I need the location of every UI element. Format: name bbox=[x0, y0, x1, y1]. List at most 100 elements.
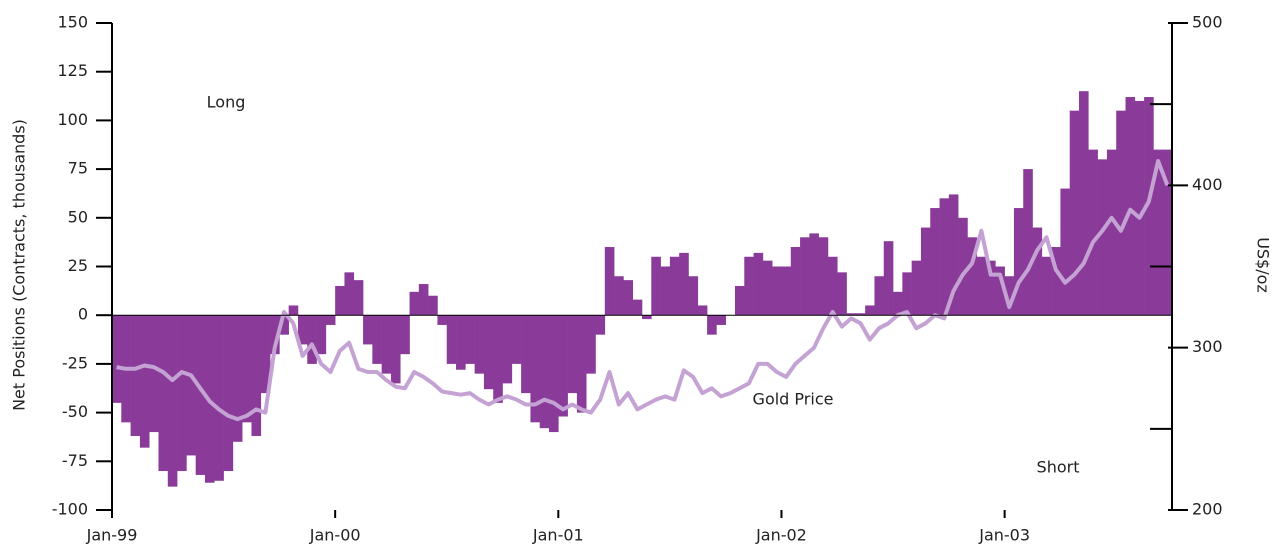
bar bbox=[642, 315, 652, 320]
bar bbox=[1125, 97, 1136, 316]
y2-tick-label: 500 bbox=[1192, 13, 1223, 32]
bar bbox=[930, 208, 940, 316]
bar bbox=[363, 315, 373, 345]
bar bbox=[1144, 97, 1154, 316]
y2-axis-label: US$/oz bbox=[1254, 237, 1273, 293]
bar bbox=[995, 266, 1005, 316]
bar bbox=[1004, 276, 1015, 316]
bar bbox=[790, 247, 801, 316]
bar bbox=[762, 260, 773, 316]
bar bbox=[837, 272, 847, 316]
bar bbox=[744, 256, 754, 316]
bar bbox=[400, 315, 410, 355]
bar bbox=[409, 291, 420, 316]
y-tick-label: -25 bbox=[62, 353, 88, 372]
bar bbox=[186, 315, 196, 456]
bar bbox=[428, 295, 438, 316]
bar bbox=[130, 315, 141, 436]
bar bbox=[1079, 91, 1089, 316]
bar bbox=[939, 198, 950, 316]
bar bbox=[902, 272, 912, 316]
bar bbox=[967, 237, 978, 316]
bar bbox=[279, 315, 289, 335]
bar bbox=[679, 252, 689, 316]
bar bbox=[1106, 149, 1117, 316]
bar bbox=[288, 305, 299, 316]
bar bbox=[688, 276, 699, 316]
bar bbox=[604, 247, 615, 316]
bar bbox=[1041, 256, 1052, 316]
bar bbox=[521, 315, 531, 394]
y-tick-label: 25 bbox=[68, 256, 88, 275]
bar bbox=[549, 315, 559, 433]
bar bbox=[772, 266, 782, 316]
bar bbox=[483, 315, 494, 390]
y-axis-label: Net Positions (Contracts, thousands) bbox=[10, 119, 29, 411]
y-tick-label: -75 bbox=[62, 451, 88, 470]
bar bbox=[958, 217, 968, 316]
bar bbox=[372, 315, 382, 364]
bar bbox=[381, 315, 392, 374]
bar bbox=[558, 315, 568, 417]
bar bbox=[260, 315, 271, 394]
bar bbox=[1060, 188, 1071, 316]
bar bbox=[195, 315, 206, 475]
bar bbox=[781, 266, 792, 316]
annotation: Gold Price bbox=[753, 390, 834, 409]
y-tick-label: 100 bbox=[57, 110, 88, 129]
bar bbox=[149, 315, 159, 433]
bar bbox=[437, 315, 448, 325]
bar bbox=[948, 194, 959, 316]
bar bbox=[316, 315, 327, 355]
bar bbox=[474, 315, 485, 374]
bar bbox=[827, 256, 838, 316]
y-tick-label: 125 bbox=[57, 61, 88, 80]
x-tick-label: Jan-99 bbox=[86, 526, 138, 545]
bar bbox=[1069, 110, 1080, 316]
bar bbox=[865, 305, 875, 316]
bar bbox=[976, 256, 987, 316]
x-tick-label: Jan-03 bbox=[978, 526, 1030, 545]
bar bbox=[112, 315, 122, 403]
bar bbox=[818, 237, 829, 316]
bar bbox=[660, 266, 671, 316]
bar bbox=[632, 299, 643, 316]
bar bbox=[251, 315, 262, 436]
y2-tick-label: 300 bbox=[1192, 337, 1223, 356]
bar bbox=[883, 241, 894, 316]
bar bbox=[614, 276, 624, 316]
bar bbox=[418, 284, 429, 316]
bar bbox=[297, 315, 308, 345]
bar bbox=[242, 315, 252, 423]
bar bbox=[1153, 149, 1164, 316]
bar bbox=[214, 315, 224, 481]
bar bbox=[1013, 208, 1024, 316]
bar bbox=[232, 315, 243, 442]
bar bbox=[1032, 227, 1043, 316]
bar bbox=[167, 315, 178, 487]
y-tick-label: 0 bbox=[78, 305, 88, 324]
bar bbox=[669, 256, 680, 316]
y-tick-label: -100 bbox=[52, 500, 88, 519]
bar bbox=[1134, 100, 1145, 316]
bar bbox=[874, 276, 885, 316]
x-tick-label: Jan-02 bbox=[755, 526, 807, 545]
y-tick-label: 50 bbox=[68, 207, 88, 226]
bar bbox=[809, 233, 819, 316]
bar bbox=[325, 315, 336, 325]
bar bbox=[390, 315, 401, 384]
bar bbox=[177, 315, 187, 472]
x-tick-label: Jan-01 bbox=[532, 526, 584, 545]
bar bbox=[800, 237, 810, 316]
bar bbox=[456, 315, 466, 370]
price-line bbox=[116, 159, 1170, 422]
y-tick-label: -50 bbox=[62, 402, 88, 421]
bar bbox=[539, 315, 550, 429]
bar bbox=[920, 227, 931, 316]
bar bbox=[846, 313, 857, 316]
y-tick-label: 150 bbox=[57, 13, 88, 32]
bar bbox=[511, 315, 522, 364]
annotation: Short bbox=[1037, 458, 1080, 477]
bar bbox=[493, 315, 503, 403]
